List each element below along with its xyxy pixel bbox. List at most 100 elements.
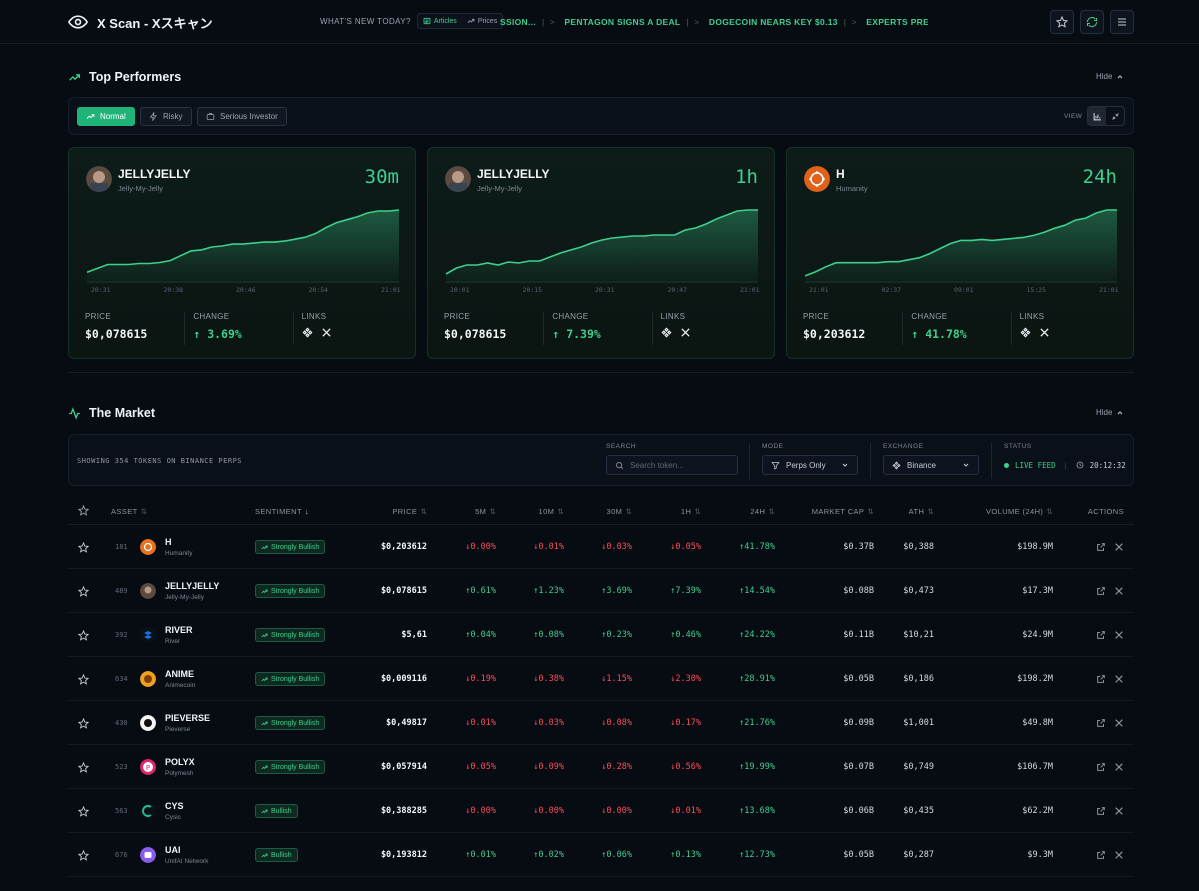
asset-info[interactable]: ANIME Animecoin — [165, 657, 195, 701]
search-box[interactable] — [606, 455, 738, 475]
ticker-item[interactable]: DOGECOIN NEARS KEY $0.13 — [708, 17, 838, 27]
col-sentiment[interactable]: SENTIMENT ↓ — [255, 507, 310, 516]
token-avatar — [86, 166, 112, 192]
exchange-select[interactable]: Binance — [883, 455, 979, 475]
col-1h[interactable]: 1H ⇅ — [680, 507, 701, 516]
x-icon[interactable] — [1039, 327, 1050, 338]
table-row[interactable]: 430 PIEVERSE Pieverse Strongly Bullish $… — [68, 701, 1134, 745]
ticker-item[interactable]: SSION... — [500, 17, 536, 27]
x-icon[interactable] — [1114, 718, 1124, 728]
x-icon[interactable] — [1114, 542, 1124, 552]
ticker-item[interactable]: PENTAGON SIGNS A DEAL — [564, 17, 681, 27]
star-icon[interactable] — [78, 505, 89, 516]
col-price[interactable]: PRICE ⇅ — [392, 507, 427, 516]
tab-articles[interactable]: Articles — [418, 17, 462, 25]
col-asset[interactable]: ASSET ⇅ — [111, 507, 148, 516]
top-performer-card[interactable]: H Humanity 24h 21:01 02:37 09:01 15:25 21:01… — [786, 147, 1134, 359]
refresh-button[interactable] — [1080, 10, 1104, 34]
external-link-icon[interactable] — [1096, 630, 1106, 640]
x-icon[interactable] — [1114, 674, 1124, 684]
table-row[interactable]: 523 P POLYX Polymesh Strongly Bullish $0… — [68, 745, 1134, 789]
external-link-icon[interactable] — [1096, 806, 1106, 816]
col-5m[interactable]: 5M ⇅ — [475, 507, 496, 516]
favorite-toggle[interactable] — [78, 613, 89, 657]
favorite-toggle[interactable] — [78, 877, 89, 891]
asset-name: Humanity — [165, 550, 193, 557]
asset-info[interactable]: UAI UnifAI Network — [165, 833, 208, 877]
mode-normal-button[interactable]: Normal — [77, 107, 135, 126]
search-input[interactable] — [630, 460, 720, 470]
external-link-icon[interactable] — [1096, 586, 1106, 596]
asset-info[interactable]: BEAT — [165, 877, 189, 891]
external-link-icon[interactable] — [1096, 718, 1106, 728]
col-30m[interactable]: 30M ⇅ — [606, 507, 632, 516]
top-performer-card[interactable]: JELLYJELLY Jelly-My-Jelly 1h 20:01 20:15 2… — [427, 147, 775, 359]
favorite-toggle[interactable] — [78, 701, 89, 745]
binance-icon[interactable] — [1020, 327, 1031, 338]
asset-info[interactable]: PIEVERSE Pieverse — [165, 701, 210, 745]
x-icon[interactable] — [1114, 762, 1124, 772]
favorite-toggle[interactable] — [78, 833, 89, 877]
table-row[interactable]: BEAT — [68, 877, 1134, 891]
mode-select[interactable]: Perps Only — [762, 455, 858, 475]
x-icon[interactable] — [1114, 850, 1124, 860]
x-icon[interactable] — [321, 327, 332, 338]
x-icon[interactable] — [1114, 586, 1124, 596]
ticker-item[interactable]: EXPERTS PREDICT — [866, 17, 928, 27]
favorite-toggle[interactable] — [78, 745, 89, 789]
brand[interactable]: X Scan - Xスキャン — [68, 12, 213, 32]
col-ath[interactable]: ATH ⇅ — [908, 507, 934, 516]
volume: $49.8M — [1022, 718, 1053, 728]
asset-info[interactable]: CYS Cysic — [165, 789, 184, 833]
external-link-icon[interactable] — [1096, 542, 1106, 552]
mode-risky-button[interactable]: Risky — [140, 107, 192, 126]
binance-icon[interactable] — [661, 327, 672, 338]
price-stat: PRICE $0,078615 — [444, 312, 543, 345]
col-market-cap[interactable]: MARKET CAP ⇅ — [811, 507, 874, 516]
asset-info[interactable]: H Humanity — [165, 525, 192, 569]
asset-info[interactable]: JELLYJELLY Jelly-My-Jelly — [165, 569, 219, 613]
external-link-icon[interactable] — [1096, 850, 1106, 860]
external-link-icon[interactable] — [1096, 674, 1106, 684]
table-row[interactable]: 489 JELLYJELLY Jelly-My-Jelly Strongly B… — [68, 569, 1134, 613]
table-row[interactable]: 676 UAI UnifAI Network Bullish $0,193812… — [68, 833, 1134, 877]
favorite-toggle[interactable] — [78, 657, 89, 701]
top-performer-card[interactable]: JELLYJELLY Jelly-My-Jelly 30m 20:31 20:38… — [68, 147, 416, 359]
menu-button[interactable] — [1110, 10, 1134, 34]
chart-line — [804, 209, 1117, 277]
star-icon — [78, 585, 89, 597]
ath: $0,473 — [903, 586, 934, 596]
asset-name: Animecoin — [165, 682, 196, 689]
hide-market-button[interactable]: Hide — [1096, 408, 1124, 417]
view-compact-button[interactable] — [1106, 107, 1124, 125]
x-icon[interactable] — [1114, 630, 1124, 640]
x-icon[interactable] — [1114, 806, 1124, 816]
news-ticker[interactable]: SSION... | > PENTAGON SIGNS A DEAL | > DOG… — [500, 14, 928, 30]
table-row[interactable]: 563 CYS Cysic Bullish $0,388285 ↓ 0.00% ↓… — [68, 789, 1134, 833]
favorites-button[interactable] — [1050, 10, 1074, 34]
x-icon[interactable] — [680, 327, 691, 338]
asset-info[interactable]: POLYX Polymesh — [165, 745, 195, 789]
view-chart-button[interactable] — [1088, 107, 1106, 125]
search-group: SEARCH — [606, 443, 738, 475]
col-24h[interactable]: 24H ⇅ — [750, 507, 775, 516]
col-10m[interactable]: 10M ⇅ — [538, 507, 564, 516]
table-row[interactable]: 181 H Humanity Strongly Bullish $0,20361… — [68, 525, 1134, 569]
clock-text: 20:12:32 — [1089, 460, 1126, 470]
col-volume[interactable]: VOLUME (24H) ⇅ — [986, 507, 1053, 516]
asset-info[interactable]: RIVER River — [165, 613, 193, 657]
table-row[interactable]: 634 ANIME Animecoin Strongly Bullish $0,… — [68, 657, 1134, 701]
hide-top-performers-button[interactable]: Hide — [1096, 72, 1124, 81]
favorite-toggle[interactable] — [78, 789, 89, 833]
change-m5: ↓ 0.01% — [465, 718, 496, 728]
binance-icon[interactable] — [302, 327, 313, 338]
price: $0,193812 — [380, 850, 427, 860]
favorite-toggle[interactable] — [78, 525, 89, 569]
favorite-toggle[interactable] — [78, 569, 89, 613]
view-label: VIEW — [1064, 113, 1083, 120]
mode-serious-investor-button[interactable]: Serious Investor — [197, 107, 287, 126]
tab-prices[interactable]: Prices — [462, 17, 502, 25]
view-toggle — [1087, 106, 1125, 126]
external-link-icon[interactable] — [1096, 762, 1106, 772]
table-row[interactable]: 392 RIVER River Strongly Bullish $5,61 ↑… — [68, 613, 1134, 657]
